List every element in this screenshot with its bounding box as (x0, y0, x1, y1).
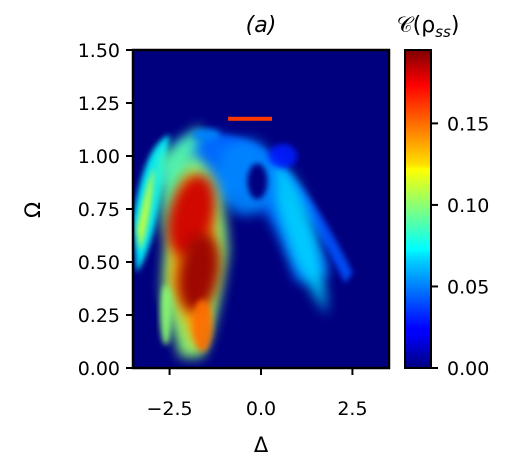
colorbar-tick-label: 0.00 (447, 358, 489, 380)
y-tick-label: 1.00 (78, 146, 120, 168)
y-tick-label: 0.25 (78, 305, 120, 327)
x-tick-label: −2.5 (147, 398, 193, 420)
y-tick-label: 0.50 (78, 252, 120, 274)
colorbar-label: 𝒞(ρss) (397, 13, 460, 41)
heatmap-top-spot (192, 128, 221, 141)
y-axis: 0.00 0.25 0.50 0.75 1.00 1.25 1.50 (78, 40, 133, 380)
colorbar-tick-label: 0.10 (447, 195, 489, 217)
heatmap-center-dip (268, 144, 297, 168)
heatmap-top-stripe (228, 116, 272, 121)
colorbar-label-main: 𝒞(ρ (397, 13, 436, 38)
heatmap-ridge-left-tail (159, 285, 172, 345)
y-tick-label: 0.75 (78, 199, 120, 221)
colorbar-label-subscript: ss (435, 23, 451, 41)
heatmap-arc-outer (154, 135, 353, 284)
colorbar-label-close: ) (451, 13, 460, 38)
y-axis-label: Ω (21, 202, 45, 218)
colorbar-axis: 0.00 0.05 0.10 0.15 (431, 113, 489, 380)
colorbar-gradient (404, 49, 432, 369)
heatmap-plot (131, 48, 391, 370)
x-tick-label: 2.5 (337, 398, 367, 420)
y-tick-label: 1.25 (78, 93, 120, 115)
colorbar: 0.00 0.05 0.10 0.15 𝒞(ρss) (397, 13, 490, 380)
heatmap-ridge-peak-lower (177, 233, 220, 313)
chart-title: (a) (246, 13, 277, 38)
colorbar-tick-label: 0.05 (447, 276, 489, 298)
heatmap-ridge-tail (192, 299, 213, 352)
heatmap-center (216, 139, 277, 216)
x-axis-label: Δ (254, 433, 269, 457)
heatmap-right-lobe (268, 156, 327, 315)
colorbar-tick-label: 0.15 (447, 113, 489, 135)
y-tick-label: 0.00 (78, 358, 120, 380)
x-axis: −2.5 0.0 2.5 (147, 368, 368, 420)
heatmap-features (133, 116, 353, 358)
heatmap-center-hole (247, 163, 268, 200)
y-tick-label: 1.50 (78, 40, 120, 62)
heatmap-left-streak-bright (136, 166, 155, 252)
x-tick-label: 0.0 (246, 398, 276, 420)
